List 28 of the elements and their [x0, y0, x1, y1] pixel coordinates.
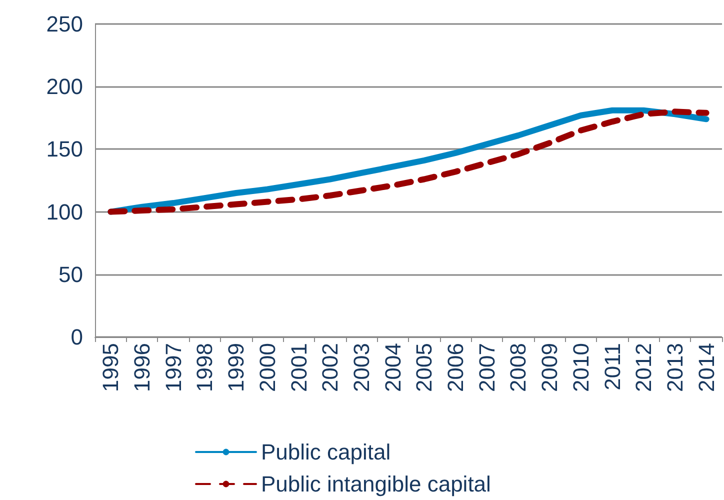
x-tick-label: 2013 [662, 343, 688, 392]
x-tick-label: 2008 [506, 343, 531, 392]
legend-label: Public intangible capital [261, 472, 491, 496]
x-tick-label: 2012 [631, 343, 656, 392]
x-tick-label: 1995 [98, 343, 124, 392]
legend-label: Public capital [261, 440, 391, 464]
x-tick-label: 2000 [254, 343, 280, 392]
x-tick-label: 2007 [474, 343, 500, 392]
y-tick-label: 200 [46, 74, 83, 100]
y-tick-label: 100 [46, 199, 83, 224]
x-tick-label: 2011 [600, 343, 625, 390]
x-tick-label: 2010 [568, 343, 594, 392]
x-tick-label: 2002 [318, 343, 343, 392]
y-tick-label: 0 [70, 324, 83, 350]
x-tick-label: 2004 [380, 343, 406, 392]
x-tick-label: 1998 [192, 343, 218, 392]
x-tick-label: 2001 [286, 343, 312, 392]
x-tick-label: 1999 [224, 343, 249, 392]
x-tick-label: 2009 [537, 343, 562, 392]
x-tick-label: 1996 [130, 343, 155, 392]
y-tick-label: 50 [58, 262, 83, 287]
y-tick-label: 150 [46, 136, 83, 162]
x-tick-label: 2006 [443, 343, 468, 392]
x-tick-label: 2014 [694, 343, 719, 392]
x-tick-label: 2005 [412, 343, 437, 392]
x-tick-label: 1997 [160, 343, 186, 392]
x-tick-label: 2003 [348, 343, 374, 392]
y-tick-label: 250 [46, 12, 83, 36]
